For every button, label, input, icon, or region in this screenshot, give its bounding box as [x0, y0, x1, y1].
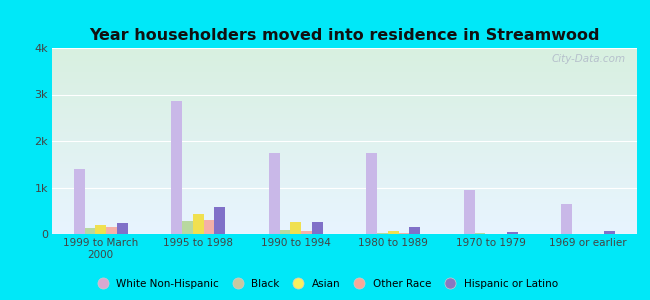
Bar	[182, 221, 193, 234]
Bar	[583, 233, 593, 234]
Bar	[269, 153, 280, 234]
Bar	[106, 226, 117, 234]
Bar	[84, 228, 96, 234]
Bar	[562, 204, 572, 234]
Bar	[388, 231, 398, 234]
Bar	[496, 233, 507, 234]
Bar	[410, 226, 420, 234]
Bar	[193, 214, 203, 234]
Bar	[572, 233, 583, 234]
Bar	[214, 207, 225, 234]
Bar	[507, 232, 517, 234]
Legend: White Non-Hispanic, Black, Asian, Other Race, Hispanic or Latino: White Non-Hispanic, Black, Asian, Other …	[89, 275, 561, 292]
Bar	[604, 231, 615, 234]
Bar	[486, 233, 496, 234]
Bar	[464, 190, 474, 234]
Bar	[291, 222, 301, 234]
Text: City-Data.com: City-Data.com	[551, 54, 625, 64]
Bar	[474, 233, 486, 234]
Bar	[172, 101, 182, 234]
Bar	[74, 169, 85, 234]
Bar	[280, 230, 291, 234]
Bar	[301, 231, 312, 234]
Bar	[117, 223, 127, 234]
Bar	[367, 153, 377, 234]
Bar	[312, 222, 322, 234]
Bar	[593, 233, 604, 234]
Bar	[96, 225, 106, 234]
Bar	[377, 232, 388, 234]
Bar	[203, 220, 214, 234]
Bar	[398, 233, 410, 234]
Title: Year householders moved into residence in Streamwood: Year householders moved into residence i…	[89, 28, 600, 43]
